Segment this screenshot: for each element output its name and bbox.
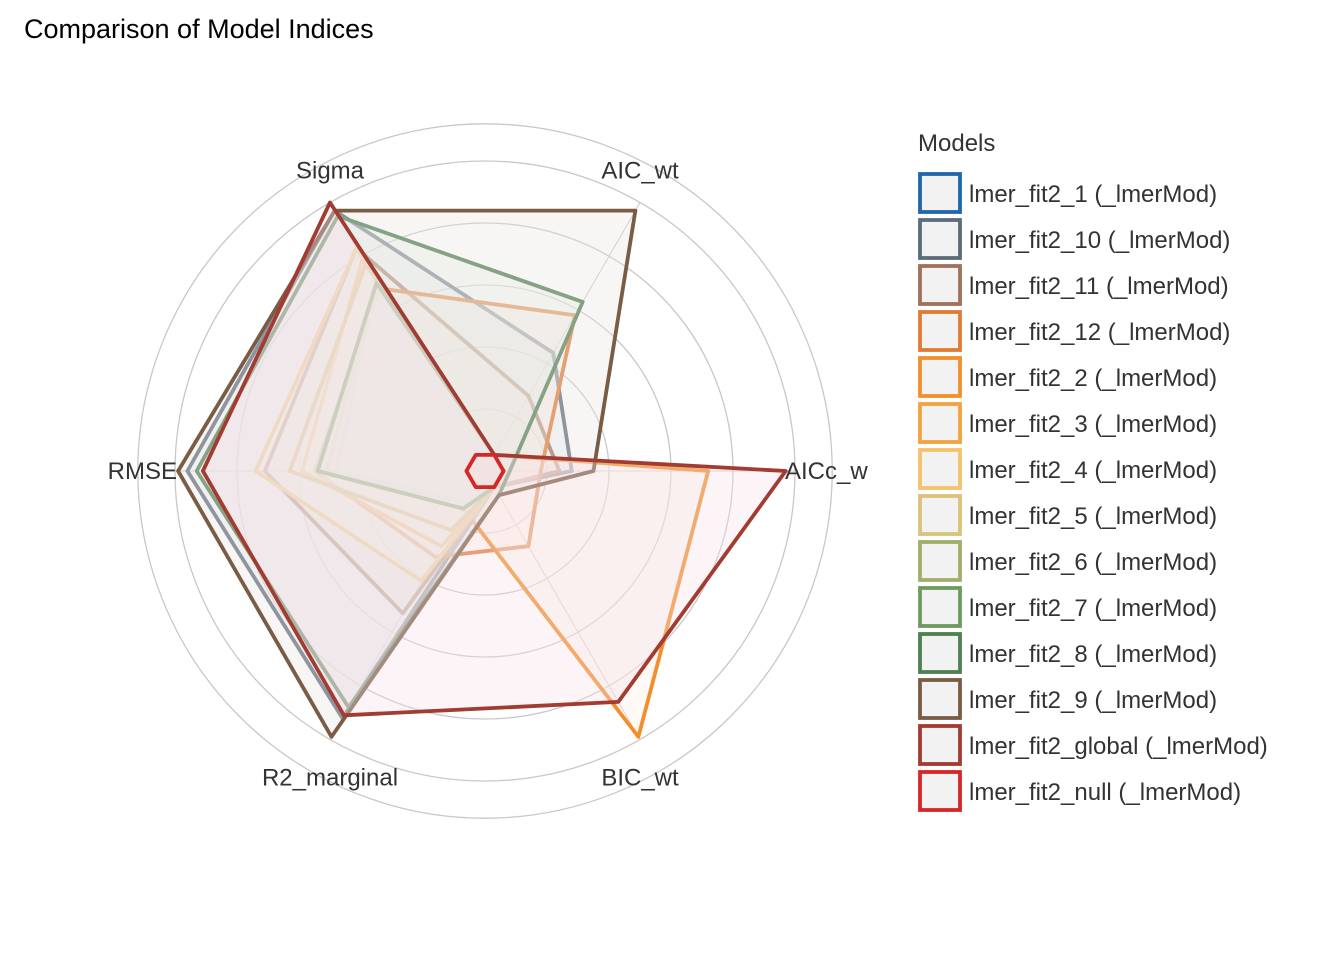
legend-label-2: lmer_fit2_10 (_lmerMod)	[969, 227, 1230, 254]
axis-label-RMSE: RMSE	[108, 458, 177, 485]
legend-label-7: lmer_fit2_4 (_lmerMod)	[969, 457, 1217, 484]
legend-label-14: lmer_fit2_null (_lmerMod)	[969, 779, 1241, 806]
axis-label-AICc_wt: AICc_w	[785, 458, 868, 485]
legend-label-1: lmer_fit2_1 (_lmerMod)	[969, 181, 1217, 208]
legend-key-3	[918, 264, 962, 306]
legend-key-10	[918, 586, 962, 628]
legend: Models lmer_fit2_1 (_lmerMod) lmer_fit2_1…	[918, 130, 1268, 812]
legend-key-14	[918, 770, 962, 812]
series-12-polygon	[176, 208, 638, 739]
axis-label-R2_marginal: R2_marginal	[262, 765, 398, 792]
chart-title: Comparison of Model Indices	[24, 14, 374, 44]
series-14-polygon	[464, 452, 506, 490]
legend-key-2	[918, 218, 962, 260]
series-layer	[176, 200, 788, 739]
axis-label-AIC_wt: AIC_wt	[601, 158, 679, 185]
spoke-BIC_wt	[484, 470, 641, 740]
axis-label-Sigma: Sigma	[296, 158, 365, 185]
legend-label-13: lmer_fit2_global (_lmerMod)	[969, 733, 1268, 760]
legend-key-5	[918, 356, 962, 398]
legend-key-9	[918, 540, 962, 582]
legend-label-5: lmer_fit2_2 (_lmerMod)	[969, 365, 1217, 392]
axis-labels: AICc_w AIC_wt Sigma RMSE R2_marginal BIC_wt	[108, 158, 869, 792]
legend-label-11: lmer_fit2_8 (_lmerMod)	[969, 641, 1217, 668]
legend-key-13	[918, 724, 962, 766]
legend-label-9: lmer_fit2_6 (_lmerMod)	[969, 549, 1217, 576]
legend-label-6: lmer_fit2_3 (_lmerMod)	[969, 411, 1217, 438]
legend-key-6	[918, 402, 962, 444]
legend-key-12	[918, 678, 962, 720]
axis-label-BIC_wt: BIC_wt	[601, 765, 679, 792]
spoke-AIC_wt	[484, 202, 641, 472]
legend-key-8	[918, 494, 962, 536]
legend-key-11	[918, 632, 962, 674]
legend-title: Models	[918, 130, 995, 157]
legend-label-3: lmer_fit2_11 (_lmerMod)	[969, 273, 1229, 300]
legend-key-7	[918, 448, 962, 490]
legend-label-12: lmer_fit2_9 (_lmerMod)	[969, 687, 1217, 714]
legend-key-4	[918, 310, 962, 352]
legend-label-10: lmer_fit2_7 (_lmerMod)	[969, 595, 1217, 622]
grid-circle-6	[137, 123, 833, 819]
legend-key-1	[918, 172, 962, 214]
legend-label-4: lmer_fit2_12 (_lmerMod)	[969, 319, 1230, 346]
legend-label-8: lmer_fit2_5 (_lmerMod)	[969, 503, 1217, 530]
